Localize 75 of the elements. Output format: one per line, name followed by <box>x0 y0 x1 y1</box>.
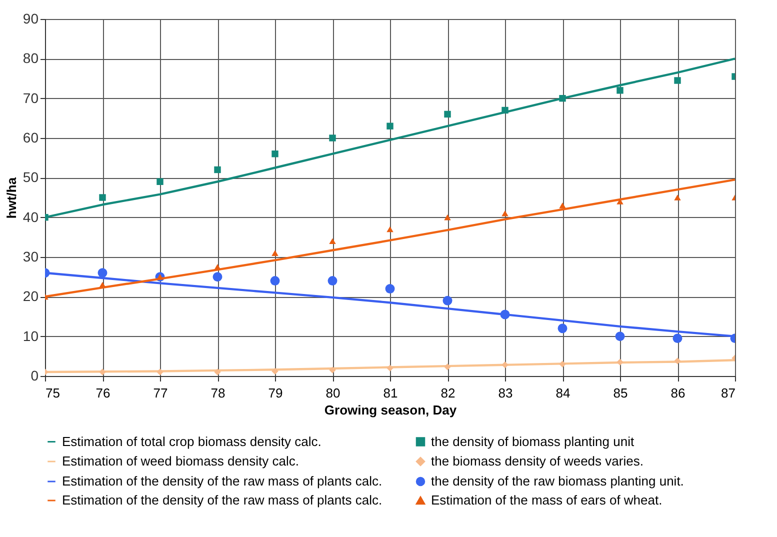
x-tick-label: 85 <box>613 386 628 400</box>
x-tick-label: 80 <box>326 386 340 400</box>
point <box>672 334 682 344</box>
point <box>502 210 508 216</box>
x-tick-label: 81 <box>383 386 398 400</box>
legend-label: Estimation of the mass of ears of wheat. <box>431 492 662 508</box>
point <box>156 178 164 185</box>
point <box>214 166 221 174</box>
point <box>558 324 568 334</box>
point <box>214 264 221 270</box>
point <box>386 226 394 232</box>
point <box>272 250 278 256</box>
point <box>502 362 508 368</box>
point <box>214 368 221 376</box>
legend-label: Estimation of the density of the raw mass of plants calc. <box>62 474 382 488</box>
legend-label: Estimation of total crop biomass density calc. <box>62 434 322 449</box>
point <box>272 368 278 375</box>
point <box>559 94 566 102</box>
point <box>386 364 394 372</box>
point <box>156 368 164 376</box>
point <box>616 198 624 204</box>
y-tick-label: 10 <box>22 328 39 344</box>
x-tick-label: 83 <box>498 386 513 400</box>
point <box>559 202 566 208</box>
y-tick-label: 30 <box>22 248 39 264</box>
point <box>98 268 108 278</box>
x-tick-label: 86 <box>670 386 686 400</box>
point <box>674 358 681 364</box>
point <box>616 358 624 366</box>
y-tick-label: 60 <box>22 130 39 146</box>
point <box>99 282 106 288</box>
x-axis-title: Growing season, Day <box>324 402 458 418</box>
y-tick-label: 20 <box>22 288 39 304</box>
point <box>444 214 451 220</box>
x-tick-label: 79 <box>268 386 283 400</box>
x-tick-label: 87 <box>721 386 736 400</box>
point <box>386 122 394 130</box>
y-tick-label: 70 <box>22 90 39 106</box>
x-tick-label: 76 <box>96 386 110 400</box>
x-tick-label: 82 <box>440 386 456 400</box>
y-axis-title: hwt/ha <box>4 176 19 219</box>
point <box>500 310 510 320</box>
point <box>99 194 106 201</box>
x-tick-label: 84 <box>556 386 570 400</box>
point <box>329 238 336 244</box>
legend-label: Estimation of the density of the raw mass of plants calc. <box>62 492 382 508</box>
point <box>615 332 625 342</box>
y-tick-label: 80 <box>22 50 39 66</box>
point <box>674 194 681 200</box>
y-tick-label: 40 <box>22 208 39 225</box>
x-tick-label: 77 <box>153 386 168 400</box>
x-tick-label: 75 <box>46 386 60 400</box>
point <box>329 366 336 374</box>
point <box>385 284 395 294</box>
point <box>99 368 106 376</box>
y-tick-label: 50 <box>22 169 39 186</box>
point <box>328 276 338 286</box>
point <box>329 134 336 142</box>
point <box>442 296 452 306</box>
point <box>559 360 566 368</box>
x-tick-label: 78 <box>210 386 226 400</box>
y-tick-label: 0 <box>30 368 39 384</box>
point <box>616 87 624 94</box>
point <box>674 77 681 84</box>
legend-label: the biomass density of weeds varies. <box>431 454 644 468</box>
legend-label: the density of biomass planting unit <box>431 434 634 449</box>
point <box>212 272 222 282</box>
point <box>502 106 508 114</box>
point <box>444 110 451 118</box>
point <box>270 276 280 286</box>
point <box>444 364 451 370</box>
legend-label: Estimation of weed biomass density calc. <box>62 454 299 468</box>
legend-label: the density of the raw biomass planting unit. <box>431 474 684 488</box>
point <box>272 150 278 158</box>
y-tick-label: 90 <box>22 10 39 26</box>
